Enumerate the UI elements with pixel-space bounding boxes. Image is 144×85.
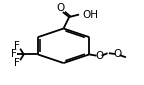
Text: F: F [11,49,17,59]
Text: O: O [113,49,122,59]
Text: O: O [57,3,65,13]
Text: F: F [14,58,20,68]
Text: O: O [95,51,103,61]
Text: F: F [14,41,20,51]
Text: OH: OH [82,10,98,20]
